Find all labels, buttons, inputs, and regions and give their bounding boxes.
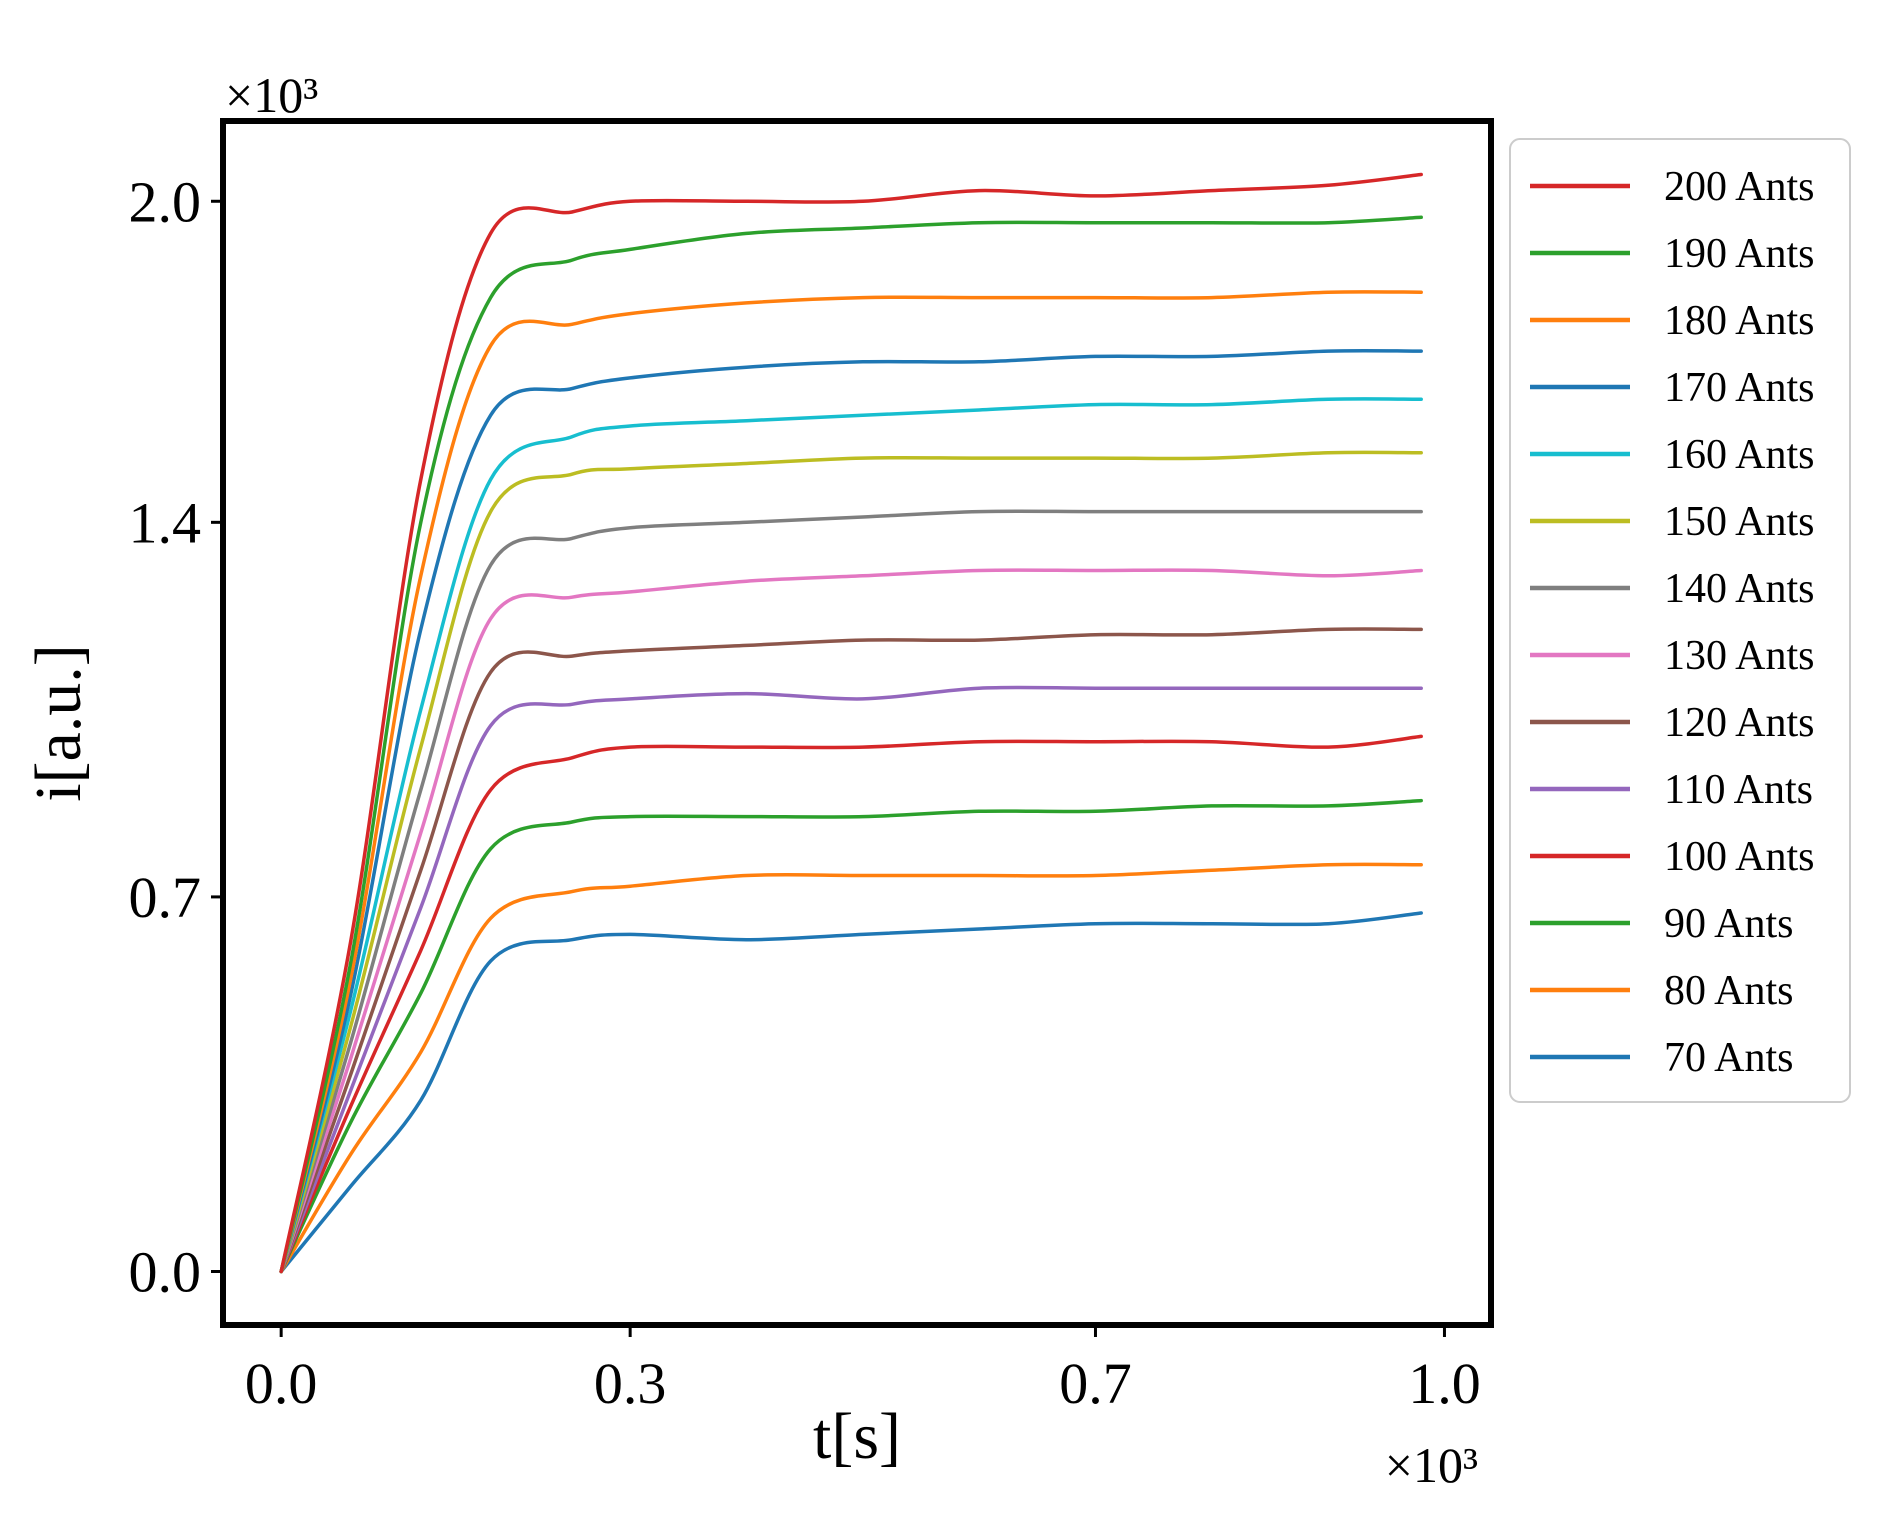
series-line-200-ants (279, 172, 1423, 1274)
series-line-180-ants (279, 290, 1423, 1274)
legend-entry: 130 Ants (1530, 633, 1815, 679)
series-line-130-ants (279, 568, 1423, 1274)
series-layer (279, 172, 1423, 1274)
legend-label: 120 Ants (1664, 700, 1815, 746)
legend-entry: 80 Ants (1530, 968, 1794, 1014)
series-line-90-ants (279, 798, 1423, 1274)
legend-label: 70 Ants (1664, 1035, 1794, 1081)
series-line-160-ants (279, 397, 1423, 1274)
legend-entry: 110 Ants (1530, 767, 1813, 813)
x-tick-label: 0.0 (245, 1351, 318, 1416)
legend-label: 170 Ants (1664, 365, 1815, 411)
series-line-170-ants (279, 348, 1423, 1274)
y-axis-label: i[a.u.] (22, 644, 95, 802)
legend-label: 150 Ants (1664, 499, 1815, 545)
series-line-100-ants (279, 734, 1423, 1274)
legend-label: 200 Ants (1664, 164, 1815, 210)
series-line-120-ants (279, 627, 1423, 1274)
series-line-140-ants (279, 509, 1423, 1274)
y-tick-label: 0.7 (129, 865, 202, 930)
series-line-70-ants (279, 911, 1423, 1274)
series-line-190-ants (279, 215, 1423, 1274)
legend-label: 90 Ants (1664, 901, 1794, 947)
x-tick-label: 0.3 (594, 1351, 667, 1416)
legend-entry: 200 Ants (1530, 164, 1815, 210)
legend-entry: 150 Ants (1530, 499, 1815, 545)
legend-label: 80 Ants (1664, 968, 1794, 1014)
y-multiplier: ×10³ (225, 67, 318, 123)
legend-label: 130 Ants (1664, 633, 1815, 679)
legend-entry: 140 Ants (1530, 566, 1815, 612)
series-line-150-ants (279, 450, 1423, 1274)
legend-entry: 100 Ants (1530, 834, 1815, 880)
legend-label: 100 Ants (1664, 834, 1815, 880)
legend-label: 190 Ants (1664, 231, 1815, 277)
ticks-layer: 0.0 0.3 0.7 1.0 0.0 0.7 1.4 2.0 (129, 169, 1481, 1416)
legend-entry: 70 Ants (1530, 1035, 1794, 1081)
y-tick-label: 1.4 (129, 490, 202, 555)
y-tick-label: 2.0 (129, 169, 202, 234)
legend-label: 140 Ants (1664, 566, 1815, 612)
legend-box (1509, 138, 1851, 1103)
x-axis-label: t[s] (813, 1400, 901, 1473)
legend-label: 160 Ants (1664, 432, 1815, 478)
legend-entry: 120 Ants (1530, 700, 1815, 746)
legend-entry: 90 Ants (1530, 901, 1794, 947)
legend-entry: 170 Ants (1530, 365, 1815, 411)
legend-entries: 200 Ants 190 Ants 180 Ants 170 Ants 160 Ants… (1530, 164, 1815, 1081)
legend-entry: 190 Ants (1530, 231, 1815, 277)
legend-label: 110 Ants (1664, 767, 1813, 813)
legend: 200 Ants 190 Ants 180 Ants 170 Ants 160 Ants… (1509, 138, 1851, 1103)
y-tick-label: 0.0 (129, 1239, 202, 1304)
x-tick-label: 1.0 (1408, 1351, 1481, 1416)
x-tick-label: 0.7 (1059, 1351, 1132, 1416)
legend-entry: 160 Ants (1530, 432, 1815, 478)
legend-entry: 180 Ants (1530, 298, 1815, 344)
x-multiplier: ×10³ (1385, 1437, 1478, 1493)
legend-label: 180 Ants (1664, 298, 1815, 344)
plot-frame (220, 118, 1494, 1328)
series-line-80-ants (279, 862, 1423, 1274)
series-line-110-ants (279, 685, 1423, 1274)
